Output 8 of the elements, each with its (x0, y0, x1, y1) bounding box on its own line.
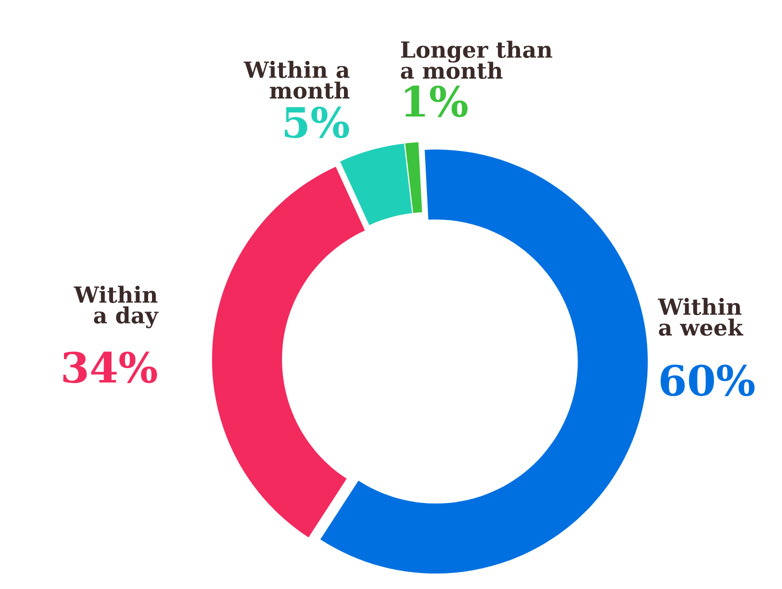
slice-label: Within a month (244, 60, 350, 99)
data-label: 1% (405, 86, 468, 118)
data-label: 60% (660, 364, 755, 396)
slice-label: Within a day (74, 286, 159, 328)
slice-label: Longer than a month (400, 40, 552, 79)
data-label: 34% (63, 352, 157, 384)
data-label: 5% (284, 106, 349, 138)
slice-label: Within a week (658, 298, 744, 336)
